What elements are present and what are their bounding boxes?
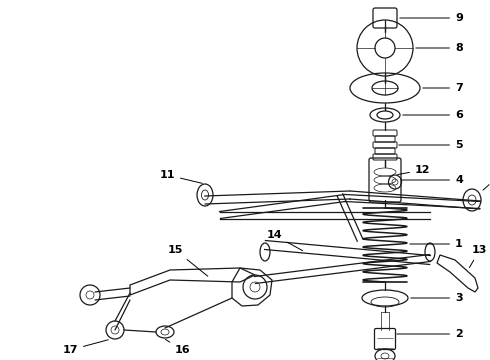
Text: 3: 3 (411, 293, 463, 303)
Text: 9: 9 (400, 13, 463, 23)
Text: 17: 17 (63, 340, 108, 355)
Text: 1: 1 (410, 239, 463, 249)
Text: 12: 12 (398, 165, 431, 175)
Text: 11: 11 (160, 170, 202, 183)
Text: 4: 4 (402, 175, 463, 185)
Text: 8: 8 (416, 43, 463, 53)
Text: 10: 10 (483, 170, 490, 190)
Text: 13: 13 (469, 245, 488, 267)
Text: 6: 6 (403, 110, 463, 120)
Text: 16: 16 (166, 339, 191, 355)
Text: 7: 7 (423, 83, 463, 93)
Text: 5: 5 (399, 140, 463, 150)
Text: 14: 14 (267, 230, 302, 251)
Text: 15: 15 (168, 245, 208, 276)
Text: 2: 2 (397, 329, 463, 339)
